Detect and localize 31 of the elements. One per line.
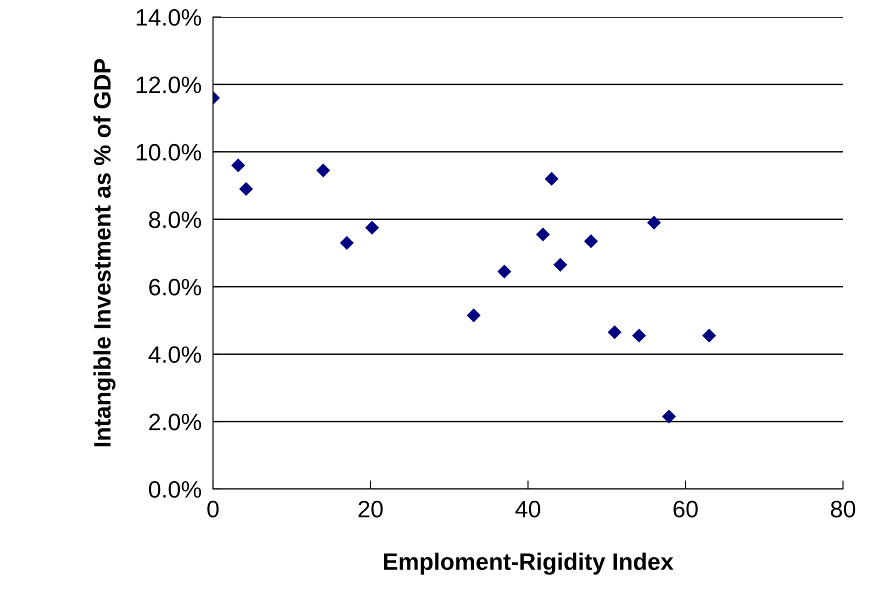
x-tick-label: 0 xyxy=(207,500,219,518)
point xyxy=(584,234,598,248)
point xyxy=(316,163,330,178)
y-tick-label: 6.0% xyxy=(149,278,202,296)
y-tick-label: 14.0% xyxy=(136,9,202,26)
point xyxy=(632,328,646,343)
y-tick-label: 0.0% xyxy=(148,481,202,498)
point xyxy=(647,216,661,230)
point xyxy=(544,172,559,186)
point xyxy=(702,328,716,343)
point xyxy=(497,264,512,278)
point xyxy=(466,308,481,322)
x-tick-label: 60 xyxy=(674,500,698,518)
point xyxy=(231,158,246,172)
point xyxy=(365,220,380,235)
point xyxy=(662,410,676,424)
y-tick-label: 12.0% xyxy=(136,76,202,94)
point xyxy=(553,258,568,272)
x-tick-label: 20 xyxy=(358,500,383,518)
point xyxy=(536,228,550,242)
y-tick-label: 8.0% xyxy=(149,211,202,228)
y-tick-label: 10.0% xyxy=(136,144,202,161)
x-tick-label: 80 xyxy=(830,500,856,518)
point xyxy=(608,325,622,340)
y-axis-title: Intangible Investment as % of GDP xyxy=(93,58,116,446)
y-tick-label: 4.0% xyxy=(148,346,202,363)
x-axis-title: Emploment-Rigidity Index xyxy=(384,552,674,575)
point xyxy=(239,182,254,196)
y-tick-label: 2.0% xyxy=(149,414,202,430)
x-tick-label: 40 xyxy=(515,500,540,518)
point xyxy=(340,236,354,250)
